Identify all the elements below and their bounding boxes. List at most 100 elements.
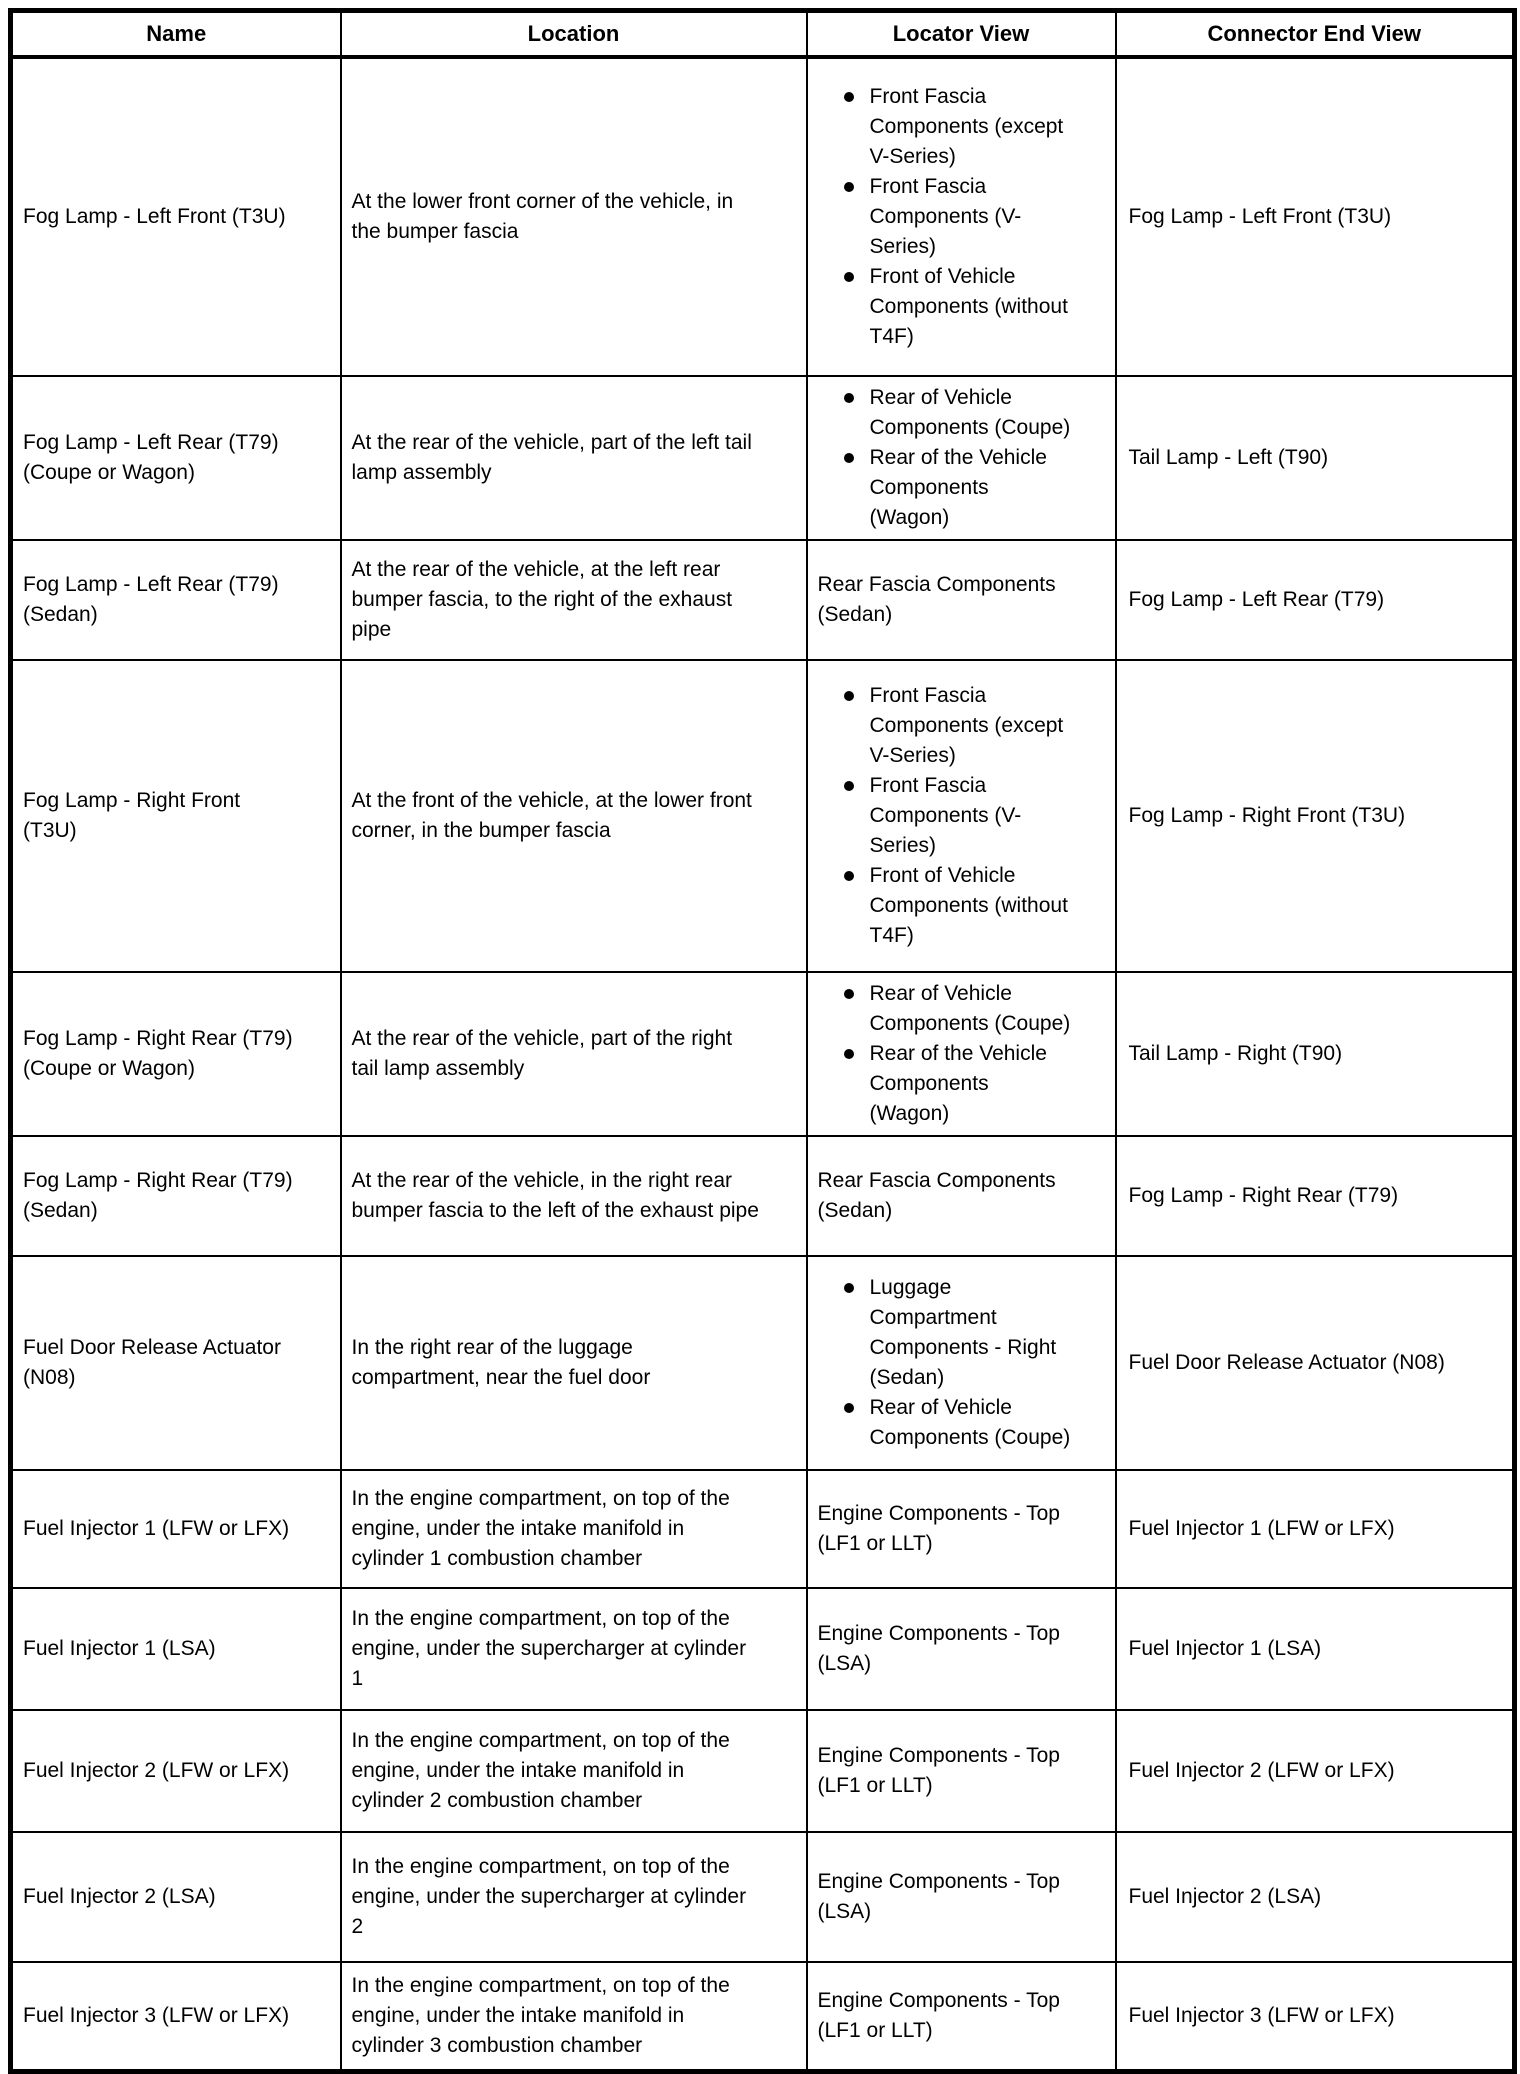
- locator-bullet-list: Front Fascia Components (except V-Series…: [816, 679, 1107, 953]
- locator-bullet-text: Front Fascia Components (V-Series): [869, 175, 1022, 258]
- location-cell: At the rear of the vehicle, part of the …: [339, 375, 808, 541]
- location-text: In the engine compartment, on top of the…: [351, 1487, 730, 1570]
- location-text: In the right rear of the luggage compart…: [351, 1336, 651, 1389]
- locator-view-cell: Engine Components - Top (LF1 or LLT): [805, 1469, 1117, 1589]
- locator-bullet-list: Rear of Vehicle Components (Coupe) Rear o…: [816, 381, 1107, 535]
- location-text: At the rear of the vehicle, part of the …: [351, 1027, 733, 1080]
- bullet-icon: [843, 1283, 854, 1293]
- connector-end-view-cell: Fog Lamp - Left Front (T3U): [1114, 56, 1516, 377]
- connector-end-view-cell: Fog Lamp - Right Front (T3U): [1114, 659, 1516, 973]
- locator-bullet-item: Rear of Vehicle Components (Coupe): [842, 383, 1071, 443]
- table-row: Fuel Injector 3 (LFW or LFX) In the engi…: [9, 1961, 1516, 2073]
- name-text: Fuel Injector 2 (LSA): [23, 1885, 216, 1908]
- bullet-icon: [843, 393, 854, 403]
- locator-bullet-item: Front Fascia Components (except V-Series…: [842, 82, 1071, 172]
- location-text: In the engine compartment, on top of the…: [351, 1855, 747, 1938]
- locator-bullet-list: Luggage Compartment Components - Right (…: [816, 1271, 1107, 1455]
- bullet-icon: [843, 691, 854, 701]
- location-cell: At the rear of the vehicle, part of the …: [339, 971, 808, 1137]
- locator-view-cell: Rear Fascia Components (Sedan): [805, 539, 1117, 661]
- locator-text: Rear Fascia Components (Sedan): [817, 573, 1056, 626]
- table-row: Fog Lamp - Left Rear (T79) (Sedan) At th…: [9, 539, 1516, 661]
- name-text: Fuel Injector 3 (LFW or LFX): [23, 2004, 290, 2027]
- column-header-location: Location: [339, 9, 808, 59]
- name-cell: Fuel Injector 1 (LSA): [9, 1587, 342, 1711]
- table-row: Fuel Injector 1 (LSA) In the engine comp…: [9, 1587, 1516, 1711]
- connector-views-table: Name Location Locator View Connector End…: [8, 8, 1517, 2074]
- location-cell: At the rear of the vehicle, in the right…: [339, 1135, 808, 1257]
- name-cell: Fuel Door Release Actuator (N08): [9, 1255, 342, 1471]
- location-text: In the engine compartment, on top of the…: [351, 1607, 747, 1690]
- connector-end-view-text: Fog Lamp - Left Rear (T79): [1128, 588, 1385, 611]
- location-text: In the engine compartment, on top of the…: [351, 1974, 730, 2057]
- connector-end-view-cell: Fog Lamp - Right Rear (T79): [1114, 1135, 1516, 1257]
- name-cell: Fog Lamp - Left Rear (T79) (Coupe or Wag…: [9, 375, 342, 541]
- locator-text: Engine Components - Top (LSA): [817, 1870, 1060, 1923]
- name-cell: Fog Lamp - Right Rear (T79) (Coupe or Wa…: [9, 971, 342, 1137]
- name-cell: Fog Lamp - Right Front (T3U): [9, 659, 342, 973]
- locator-bullet-item: Rear of the Vehicle Components (Wagon): [842, 1039, 1071, 1129]
- locator-text: Engine Components - Top (LF1 or LLT): [817, 1744, 1060, 1797]
- column-header-connector-end-view: Connector End View: [1114, 9, 1516, 59]
- name-text: Fog Lamp - Left Rear (T79) (Sedan): [23, 573, 279, 626]
- name-text: Fog Lamp - Right Front (T3U): [23, 789, 241, 842]
- column-header-locator-view: Locator View: [805, 9, 1117, 59]
- locator-view-cell: Engine Components - Top (LSA): [805, 1831, 1117, 1963]
- locator-bullet-item: Rear of Vehicle Components (Coupe): [842, 979, 1071, 1039]
- location-cell: In the engine compartment, on top of the…: [339, 1961, 808, 2073]
- table-row: Fog Lamp - Left Front (T3U) At the lower…: [9, 56, 1516, 377]
- locator-bullet-list: Front Fascia Components (except V-Series…: [816, 80, 1107, 354]
- connector-end-view-cell: Tail Lamp - Left (T90): [1114, 375, 1516, 541]
- connector-end-view-text: Fog Lamp - Right Front (T3U): [1128, 804, 1406, 827]
- connector-end-view-cell: Fuel Injector 2 (LSA): [1114, 1831, 1516, 1963]
- connector-end-view-cell: Fuel Door Release Actuator (N08): [1114, 1255, 1516, 1471]
- name-cell: Fog Lamp - Right Rear (T79) (Sedan): [9, 1135, 342, 1257]
- location-cell: At the rear of the vehicle, at the left …: [339, 539, 808, 661]
- locator-text: Engine Components - Top (LF1 or LLT): [817, 1989, 1060, 2042]
- locator-bullet-item: Front Fascia Components (V-Series): [842, 172, 1071, 262]
- name-text: Fuel Injector 2 (LFW or LFX): [23, 1759, 290, 1782]
- locator-text: Engine Components - Top (LF1 or LLT): [817, 1502, 1060, 1555]
- connector-end-view-text: Fuel Injector 1 (LFW or LFX): [1128, 1517, 1395, 1540]
- locator-bullet-item: Rear of the Vehicle Components (Wagon): [842, 443, 1071, 533]
- connector-end-view-cell: Tail Lamp - Right (T90): [1114, 971, 1516, 1137]
- location-text: At the lower front corner of the vehicle…: [351, 190, 734, 243]
- locator-view-cell: Rear Fascia Components (Sedan): [805, 1135, 1117, 1257]
- name-cell: Fog Lamp - Left Front (T3U): [9, 56, 342, 377]
- bullet-icon: [843, 453, 854, 463]
- connector-end-view-text: Fuel Injector 2 (LSA): [1128, 1885, 1322, 1908]
- table-row: Fuel Injector 2 (LSA) In the engine comp…: [9, 1831, 1516, 1963]
- name-cell: Fuel Injector 2 (LSA): [9, 1831, 342, 1963]
- bullet-icon: [843, 272, 854, 282]
- table-row: Fuel Door Release Actuator (N08) In the …: [9, 1255, 1516, 1471]
- bullet-icon: [843, 182, 854, 192]
- connector-end-view-text: Fuel Injector 1 (LSA): [1128, 1637, 1322, 1660]
- connector-end-view-text: Fuel Door Release Actuator (N08): [1128, 1351, 1445, 1374]
- connector-end-view-text: Fuel Injector 2 (LFW or LFX): [1128, 1759, 1395, 1782]
- connector-end-view-cell: Fuel Injector 1 (LSA): [1114, 1587, 1516, 1711]
- location-text: At the rear of the vehicle, part of the …: [351, 431, 752, 484]
- locator-view-cell: Engine Components - Top (LF1 or LLT): [805, 1709, 1117, 1833]
- header-row: Name Location Locator View Connector End…: [9, 9, 1516, 59]
- connector-end-view-cell: Fuel Injector 1 (LFW or LFX): [1114, 1469, 1516, 1589]
- locator-bullet-text: Rear of the Vehicle Components (Wagon): [869, 446, 1047, 529]
- locator-view-cell: Engine Components - Top (LSA): [805, 1587, 1117, 1711]
- locator-bullet-text: Rear of Vehicle Components (Coupe): [869, 1396, 1071, 1449]
- locator-text: Engine Components - Top (LSA): [817, 1622, 1060, 1675]
- connector-end-view-cell: Fog Lamp - Left Rear (T79): [1114, 539, 1516, 661]
- connector-end-view-text: Fog Lamp - Left Front (T3U): [1128, 205, 1392, 228]
- name-cell: Fuel Injector 3 (LFW or LFX): [9, 1961, 342, 2073]
- location-cell: In the engine compartment, on top of the…: [339, 1831, 808, 1963]
- bullet-icon: [843, 871, 854, 881]
- table-row: Fuel Injector 2 (LFW or LFX) In the engi…: [9, 1709, 1516, 1833]
- table-row: Fog Lamp - Right Rear (T79) (Coupe or Wa…: [9, 971, 1516, 1137]
- connector-end-view-text: Tail Lamp - Right (T90): [1128, 1042, 1343, 1065]
- locator-bullet-text: Front Fascia Components (except V-Series…: [869, 85, 1064, 168]
- location-text: At the rear of the vehicle, in the right…: [351, 1169, 759, 1222]
- table-row: Fog Lamp - Right Rear (T79) (Sedan) At t…: [9, 1135, 1516, 1257]
- locator-view-cell: Rear of Vehicle Components (Coupe) Rear o…: [805, 971, 1117, 1137]
- location-cell: At the front of the vehicle, at the lowe…: [339, 659, 808, 973]
- name-cell: Fog Lamp - Left Rear (T79) (Sedan): [9, 539, 342, 661]
- name-text: Fuel Door Release Actuator (N08): [23, 1336, 281, 1389]
- connector-end-view-text: Fog Lamp - Right Rear (T79): [1128, 1184, 1399, 1207]
